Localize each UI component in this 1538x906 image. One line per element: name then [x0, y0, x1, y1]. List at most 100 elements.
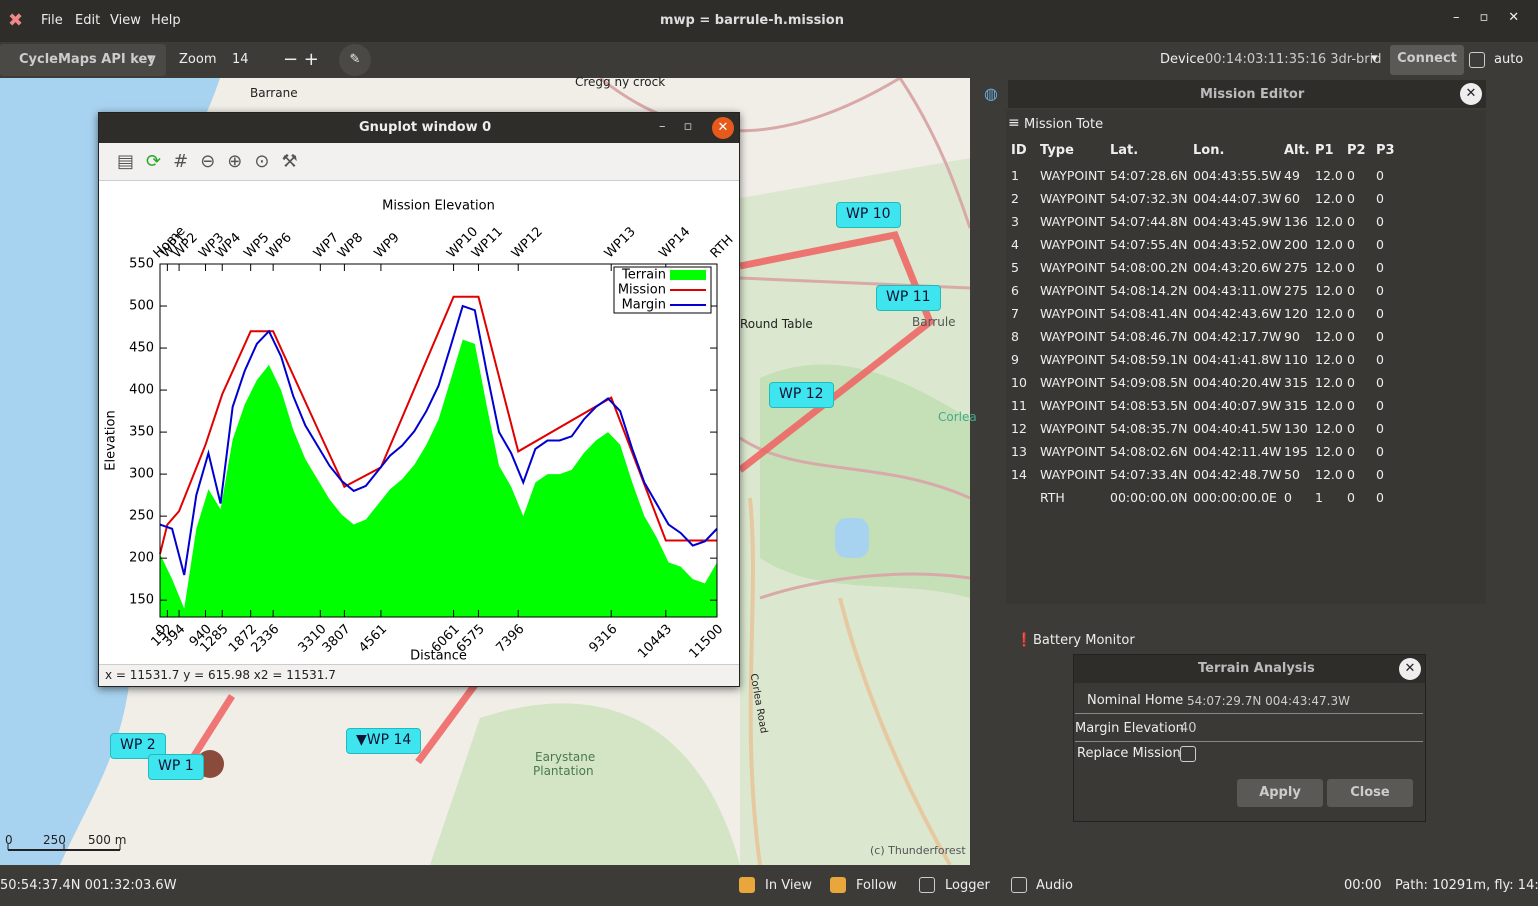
table-cell: 0: [1376, 421, 1384, 436]
menu-file[interactable]: File: [41, 13, 63, 28]
table-cell: 0: [1376, 306, 1384, 321]
menu-view[interactable]: View: [110, 13, 141, 28]
waypoint-marker[interactable]: WP 2: [110, 733, 166, 759]
table-cell: 0: [1376, 283, 1384, 298]
table-cell: 12: [1011, 421, 1027, 436]
check-label: Logger: [945, 878, 990, 893]
table-cell: 12.0: [1315, 191, 1343, 206]
gnuplot-statusbar: [99, 664, 739, 686]
table-cell: 0: [1376, 490, 1384, 505]
waypoint-marker[interactable]: WP 1: [148, 754, 204, 780]
connect-button[interactable]: Connect: [1390, 45, 1464, 75]
line: [159, 304, 718, 576]
table-cell: 0: [1347, 375, 1355, 390]
table-cell: 50: [1284, 467, 1300, 482]
window-controls[interactable]: –▫: [659, 119, 711, 134]
legend-label: Margin: [622, 298, 666, 313]
device-value[interactable]: 00:14:03:11:35:16 3dr-brid: [1205, 52, 1382, 67]
x2-tick-label: WP9: [372, 230, 403, 261]
table-cell: 54:07:55.4N: [1110, 237, 1188, 252]
globe-icon: ◍: [984, 84, 998, 103]
table-cell: 0: [1347, 352, 1355, 367]
inview-checkbox[interactable]: [739, 877, 755, 893]
zoom-value[interactable]: 14: [232, 52, 249, 67]
table-cell: 12.0: [1315, 168, 1343, 183]
y-tick-label: 400: [129, 383, 154, 398]
api-key-combo[interactable]: [0, 44, 166, 76]
column-header[interactable]: Type: [1040, 143, 1074, 158]
table-cell: 11: [1011, 398, 1027, 413]
table-cell: WAYPOINT: [1040, 191, 1105, 206]
menu-edit[interactable]: Edit: [75, 13, 101, 28]
x-tick-label: 6575: [454, 622, 488, 656]
table-cell: 8: [1011, 329, 1019, 344]
table-cell: 130: [1284, 421, 1308, 436]
table-cell: 54:08:35.7N: [1110, 421, 1188, 436]
close-button[interactable]: ✕: [1460, 83, 1482, 105]
map-label: Barrane: [250, 86, 298, 100]
table-cell: 1: [1315, 490, 1323, 505]
y-tick-label: 500: [129, 299, 154, 314]
auto-label: auto: [1494, 52, 1524, 67]
waypoint-marker[interactable]: WP 11: [876, 285, 941, 311]
follow-checkbox[interactable]: [830, 877, 846, 893]
table-cell: 136: [1284, 214, 1308, 229]
column-header[interactable]: Lon.: [1193, 143, 1225, 158]
margin-value[interactable]: 40: [1180, 721, 1197, 736]
column-header[interactable]: Lat.: [1110, 143, 1139, 158]
table-cell: 12.0: [1315, 375, 1343, 390]
table-cell: 54:08:02.6N: [1110, 444, 1188, 459]
table-cell: 54:08:00.2N: [1110, 260, 1188, 275]
close-button[interactable]: ✕: [712, 117, 734, 139]
plot-border: [159, 263, 718, 618]
table-cell: 2: [1011, 191, 1019, 206]
column-header[interactable]: Alt.: [1284, 143, 1310, 158]
auto-checkbox[interactable]: [1469, 52, 1485, 68]
column-header[interactable]: P3: [1376, 143, 1395, 158]
table-cell: WAYPOINT: [1040, 329, 1105, 344]
separator: [1075, 741, 1423, 742]
table-cell: 54:07:33.4N: [1110, 467, 1188, 482]
mission-editor-titlebar: [1008, 80, 1486, 108]
edit-button[interactable]: ✎: [339, 44, 371, 76]
waypoint-marker[interactable]: WP 12: [769, 382, 834, 408]
column-header[interactable]: P1: [1315, 143, 1334, 158]
table-cell: WAYPOINT: [1040, 444, 1105, 459]
waypoint-marker[interactable]: WP 10: [836, 202, 901, 228]
table-cell: 0: [1284, 490, 1292, 505]
scale-label: 250: [43, 833, 66, 847]
table-cell: 12.0: [1315, 283, 1343, 298]
table-cell: 0: [1376, 398, 1384, 413]
table-cell: 275: [1284, 260, 1308, 275]
apply-button[interactable]: Apply: [1237, 779, 1323, 807]
toolbar-icons[interactable]: ▤⟳#⊖⊕⊙⚒: [117, 151, 310, 172]
audio-checkbox[interactable]: [1011, 877, 1027, 893]
logger-checkbox[interactable]: [919, 877, 935, 893]
table-cell: WAYPOINT: [1040, 467, 1105, 482]
table-cell: 54:08:53.5N: [1110, 398, 1188, 413]
gnuplot-toolbar: [99, 143, 739, 181]
menu-help[interactable]: Help: [151, 13, 181, 28]
table-cell: 13: [1011, 444, 1027, 459]
chart-title: Mission Elevation: [382, 199, 495, 214]
close-dialog-button[interactable]: Close: [1327, 779, 1413, 807]
table-cell: 004:44:07.3W: [1193, 191, 1282, 206]
zoom-buttons[interactable]: − +: [283, 49, 319, 70]
waypoint-marker[interactable]: ▼WP 14: [346, 728, 422, 754]
close-button[interactable]: ✕: [1399, 658, 1421, 680]
table-cell: 12.0: [1315, 467, 1343, 482]
table-cell: WAYPOINT: [1040, 375, 1105, 390]
column-header[interactable]: P2: [1347, 143, 1366, 158]
window-controls[interactable]: –▫✕: [1453, 10, 1538, 25]
gnuplot-title: Gnuplot window 0: [359, 120, 492, 135]
table-cell: 12.0: [1315, 329, 1343, 344]
table-cell: 6: [1011, 283, 1019, 298]
table-cell: 54:08:59.1N: [1110, 352, 1188, 367]
replace-checkbox[interactable]: [1180, 746, 1196, 762]
api-key[interactable]: CycleMaps API key: [19, 52, 156, 67]
table-cell: 4: [1011, 237, 1019, 252]
column-header[interactable]: ID: [1011, 143, 1027, 158]
table-cell: 1: [1011, 168, 1019, 183]
table-cell: 0: [1376, 375, 1384, 390]
